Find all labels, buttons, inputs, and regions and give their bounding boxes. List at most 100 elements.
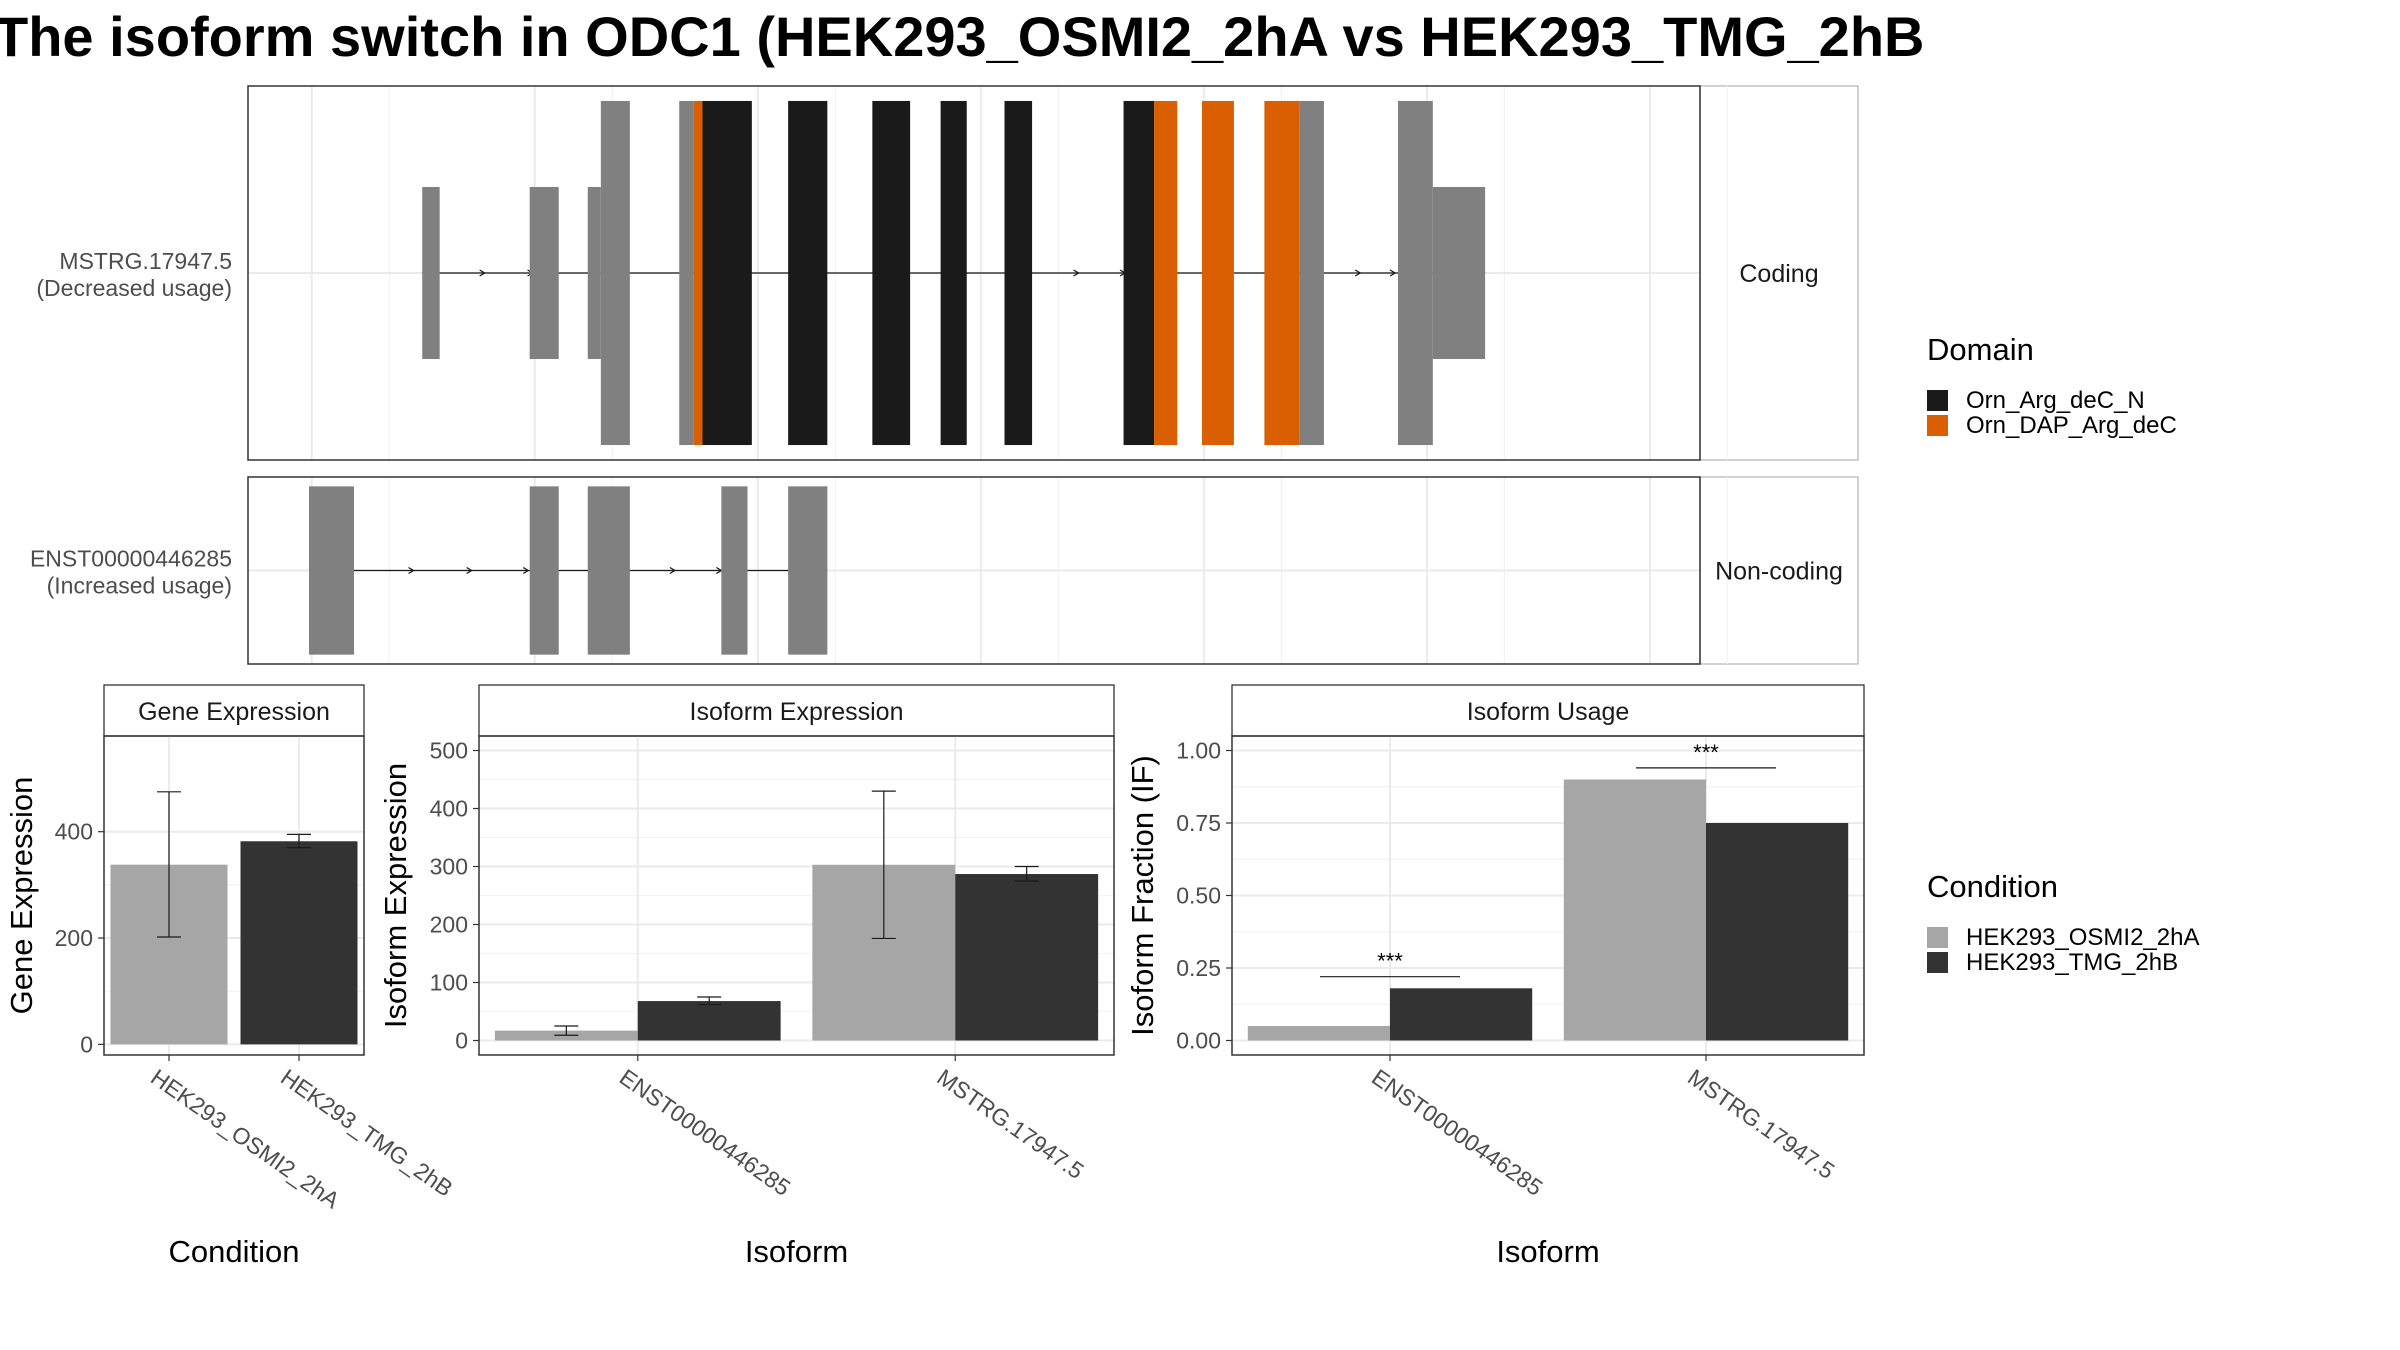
transcript-name: ENST00000446285 [30, 546, 232, 572]
significance-label: *** [1377, 949, 1403, 974]
transcript-usage: (Increased usage) [47, 573, 232, 599]
exon-utr [1432, 186, 1486, 360]
exon-utr [587, 186, 601, 360]
x-tick-label: ENST00000446285 [1367, 1064, 1547, 1201]
x-tick-label: ENST00000446285 [615, 1064, 795, 1201]
exon-cds [1299, 100, 1324, 446]
y-tick-label: 0 [455, 1028, 468, 1054]
strand-arrow [522, 566, 530, 575]
legend-title: Condition [1927, 869, 2058, 904]
bar [955, 874, 1099, 1041]
panel-strip [103, 684, 365, 737]
transcript-name: MSTRG.17947.5 [59, 248, 232, 274]
significance-label: *** [1693, 740, 1719, 765]
x-tick-label: MSTRG.17947.5 [932, 1064, 1088, 1184]
strand-arrow [1354, 269, 1362, 277]
strand-arrow [408, 566, 415, 575]
legend-label: Orn_DAP_Arg_deC [1966, 412, 2177, 439]
exon-n [702, 100, 752, 446]
x-axis-title: Condition [169, 1234, 300, 1269]
strand-arrow [1073, 269, 1080, 277]
exon-utr [721, 486, 748, 655]
legend-title: Domain [1927, 332, 2034, 367]
strand-arrow [479, 269, 486, 277]
panel-strip [1231, 684, 1865, 737]
category-strip [1699, 476, 1859, 665]
y-tick-label: 500 [430, 738, 468, 764]
exon-utr [308, 486, 354, 655]
transcript-category: Non-coding [1715, 558, 1843, 586]
bar [637, 1001, 781, 1041]
panel-title: Isoform Usage [1467, 698, 1630, 726]
y-tick-label: 400 [55, 819, 93, 845]
exon-dap [1154, 100, 1178, 446]
legend-swatch [1927, 952, 1948, 973]
bar [1706, 823, 1849, 1041]
y-tick-label: 200 [55, 925, 93, 951]
y-tick-label: 0.50 [1176, 883, 1221, 909]
bar-charts: Gene Expression0200400HEK293_OSMI2_2hAHE… [4, 684, 1865, 1269]
transcript-panel-1: MSTRG.17947.5(Decreased usage) Coding [36, 85, 1859, 461]
chart-panel-2: Isoform Expression 0 100 200 300 400 500 ENST00… [378, 684, 1115, 1269]
exon-n [940, 100, 967, 446]
strand-arrow [466, 566, 473, 575]
exon-utr [529, 186, 559, 360]
panel-border [247, 476, 1701, 665]
y-axis-title: Isoform Expression [378, 763, 413, 1028]
y-tick-label: 200 [430, 912, 468, 938]
x-tick-label: MSTRG.17947.5 [1683, 1064, 1839, 1184]
strand-arrow [669, 566, 677, 575]
exon-cds [600, 100, 630, 446]
y-tick-label: 100 [430, 970, 468, 996]
strand-arrow [1389, 269, 1397, 277]
legend-swatch [1927, 927, 1948, 948]
panel-border [103, 735, 365, 1056]
exon-cds [679, 100, 694, 446]
exon-utr [422, 186, 440, 360]
exon-dap [693, 100, 703, 446]
panel-title: Gene Expression [138, 698, 330, 726]
y-tick-label: 0.00 [1176, 1028, 1221, 1054]
panel-title: Isoform Expression [690, 698, 904, 726]
y-axis-title: Isoform Fraction (IF) [1125, 755, 1160, 1036]
exon-dap [1201, 100, 1234, 446]
y-tick-label: 400 [430, 796, 468, 822]
x-axis-title: Isoform [1496, 1234, 1599, 1269]
transcript-panel-2: ENST00000446285(Increased usage) Non-codi… [30, 476, 1859, 665]
category-strip [1699, 85, 1859, 461]
exon-utr [587, 486, 630, 655]
y-tick-label: 0.25 [1176, 955, 1221, 981]
transcript-structures: MSTRG.17947.5(Decreased usage) Coding ENST… [30, 85, 1859, 665]
legend-swatch [1927, 390, 1948, 411]
transcript-category: Coding [1739, 260, 1818, 288]
exon-cds [1397, 100, 1433, 446]
panel-border [478, 735, 1115, 1056]
exon-n [1123, 100, 1155, 446]
y-tick-label: 300 [430, 854, 468, 880]
legend-swatch [1927, 415, 1948, 436]
exon-n [788, 100, 828, 446]
legend-label: Orn_Arg_deC_N [1966, 387, 2145, 414]
y-axis-title: Gene Expression [4, 777, 39, 1015]
y-tick-label: 1.00 [1176, 738, 1221, 764]
chart-panel-3: Isoform Usage *** *** 0.00 0.25 0.50 0.75 1.00 E… [1125, 684, 1865, 1269]
bar [1390, 988, 1533, 1041]
exon-n [1004, 100, 1033, 446]
bar [1563, 779, 1706, 1041]
panel-strip [478, 684, 1115, 737]
exon-utr [788, 486, 828, 655]
legend-label: HEK293_OSMI2_2hA [1966, 924, 2199, 951]
panel-border [247, 85, 1701, 461]
bar [240, 841, 358, 1045]
x-axis-title: Isoform [745, 1234, 848, 1269]
legend-label: HEK293_TMG_2hB [1966, 949, 2178, 976]
figure-title: The isoform switch in ODC1 (HEK293_OSMI2… [0, 5, 1924, 68]
bar [1247, 1026, 1390, 1041]
exon-utr [529, 486, 559, 655]
y-tick-label: 0.75 [1176, 810, 1221, 836]
exon-dap [1264, 100, 1300, 446]
